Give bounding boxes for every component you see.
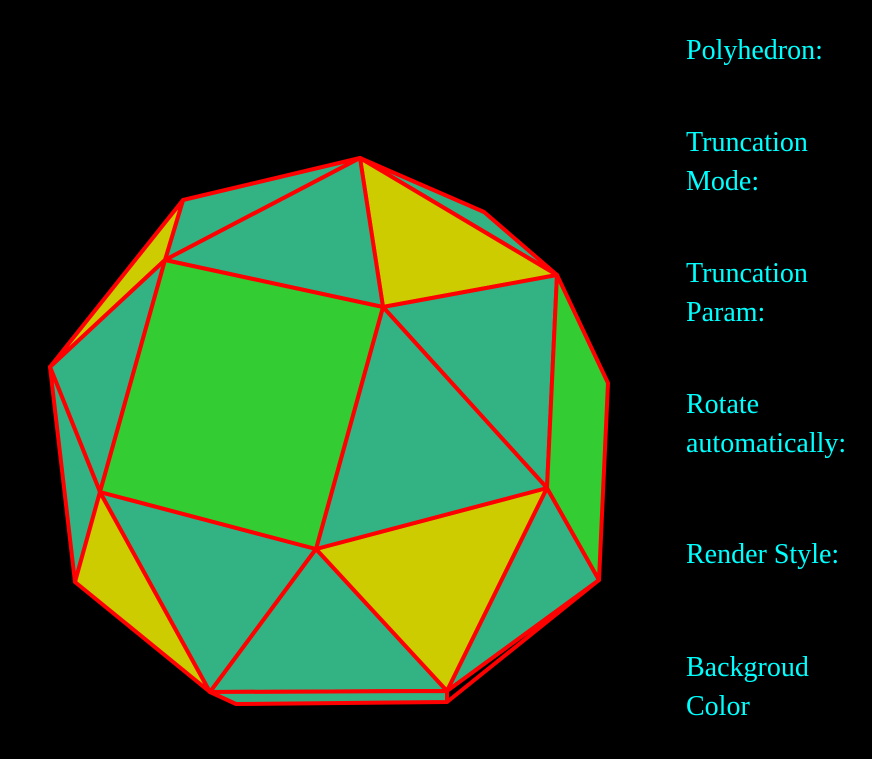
polyhedron-viewport[interactable] — [0, 0, 672, 759]
face-triangle — [208, 689, 449, 706]
truncation-mode-label-line-2: Mode: — [686, 166, 760, 197]
polyhedron-model — [48, 156, 610, 706]
polyhedron-label-text: Polyhedron: — [686, 35, 823, 66]
render-style-label-text: Render Style: — [686, 539, 840, 570]
face-square — [98, 258, 385, 551]
edge-outline — [445, 578, 601, 704]
controls-panel: Polyhedron: Truncation Mode: Truncation … — [686, 0, 872, 759]
truncation-mode-label-line-1: Truncation — [686, 127, 808, 158]
background-color-label-line-1: Backgroud — [686, 652, 809, 683]
truncation-param-label: Truncation Param: — [686, 254, 872, 332]
polyhedron-label: Polyhedron: — [686, 31, 872, 70]
rotate-label-line-1: Rotate — [686, 389, 760, 420]
background-color-label-line-2: Color — [686, 691, 750, 722]
truncation-param-label-line-1: Truncation — [686, 258, 808, 289]
rotate-label: Rotate automatically: — [686, 385, 872, 463]
background-color-label: Backgroud Color — [686, 648, 872, 726]
render-style-label: Render Style: — [686, 535, 872, 574]
rotate-label-line-2: automatically: — [686, 428, 847, 459]
truncation-param-label-line-2: Param: — [686, 297, 766, 328]
truncation-mode-label: Truncation Mode: — [686, 123, 872, 201]
